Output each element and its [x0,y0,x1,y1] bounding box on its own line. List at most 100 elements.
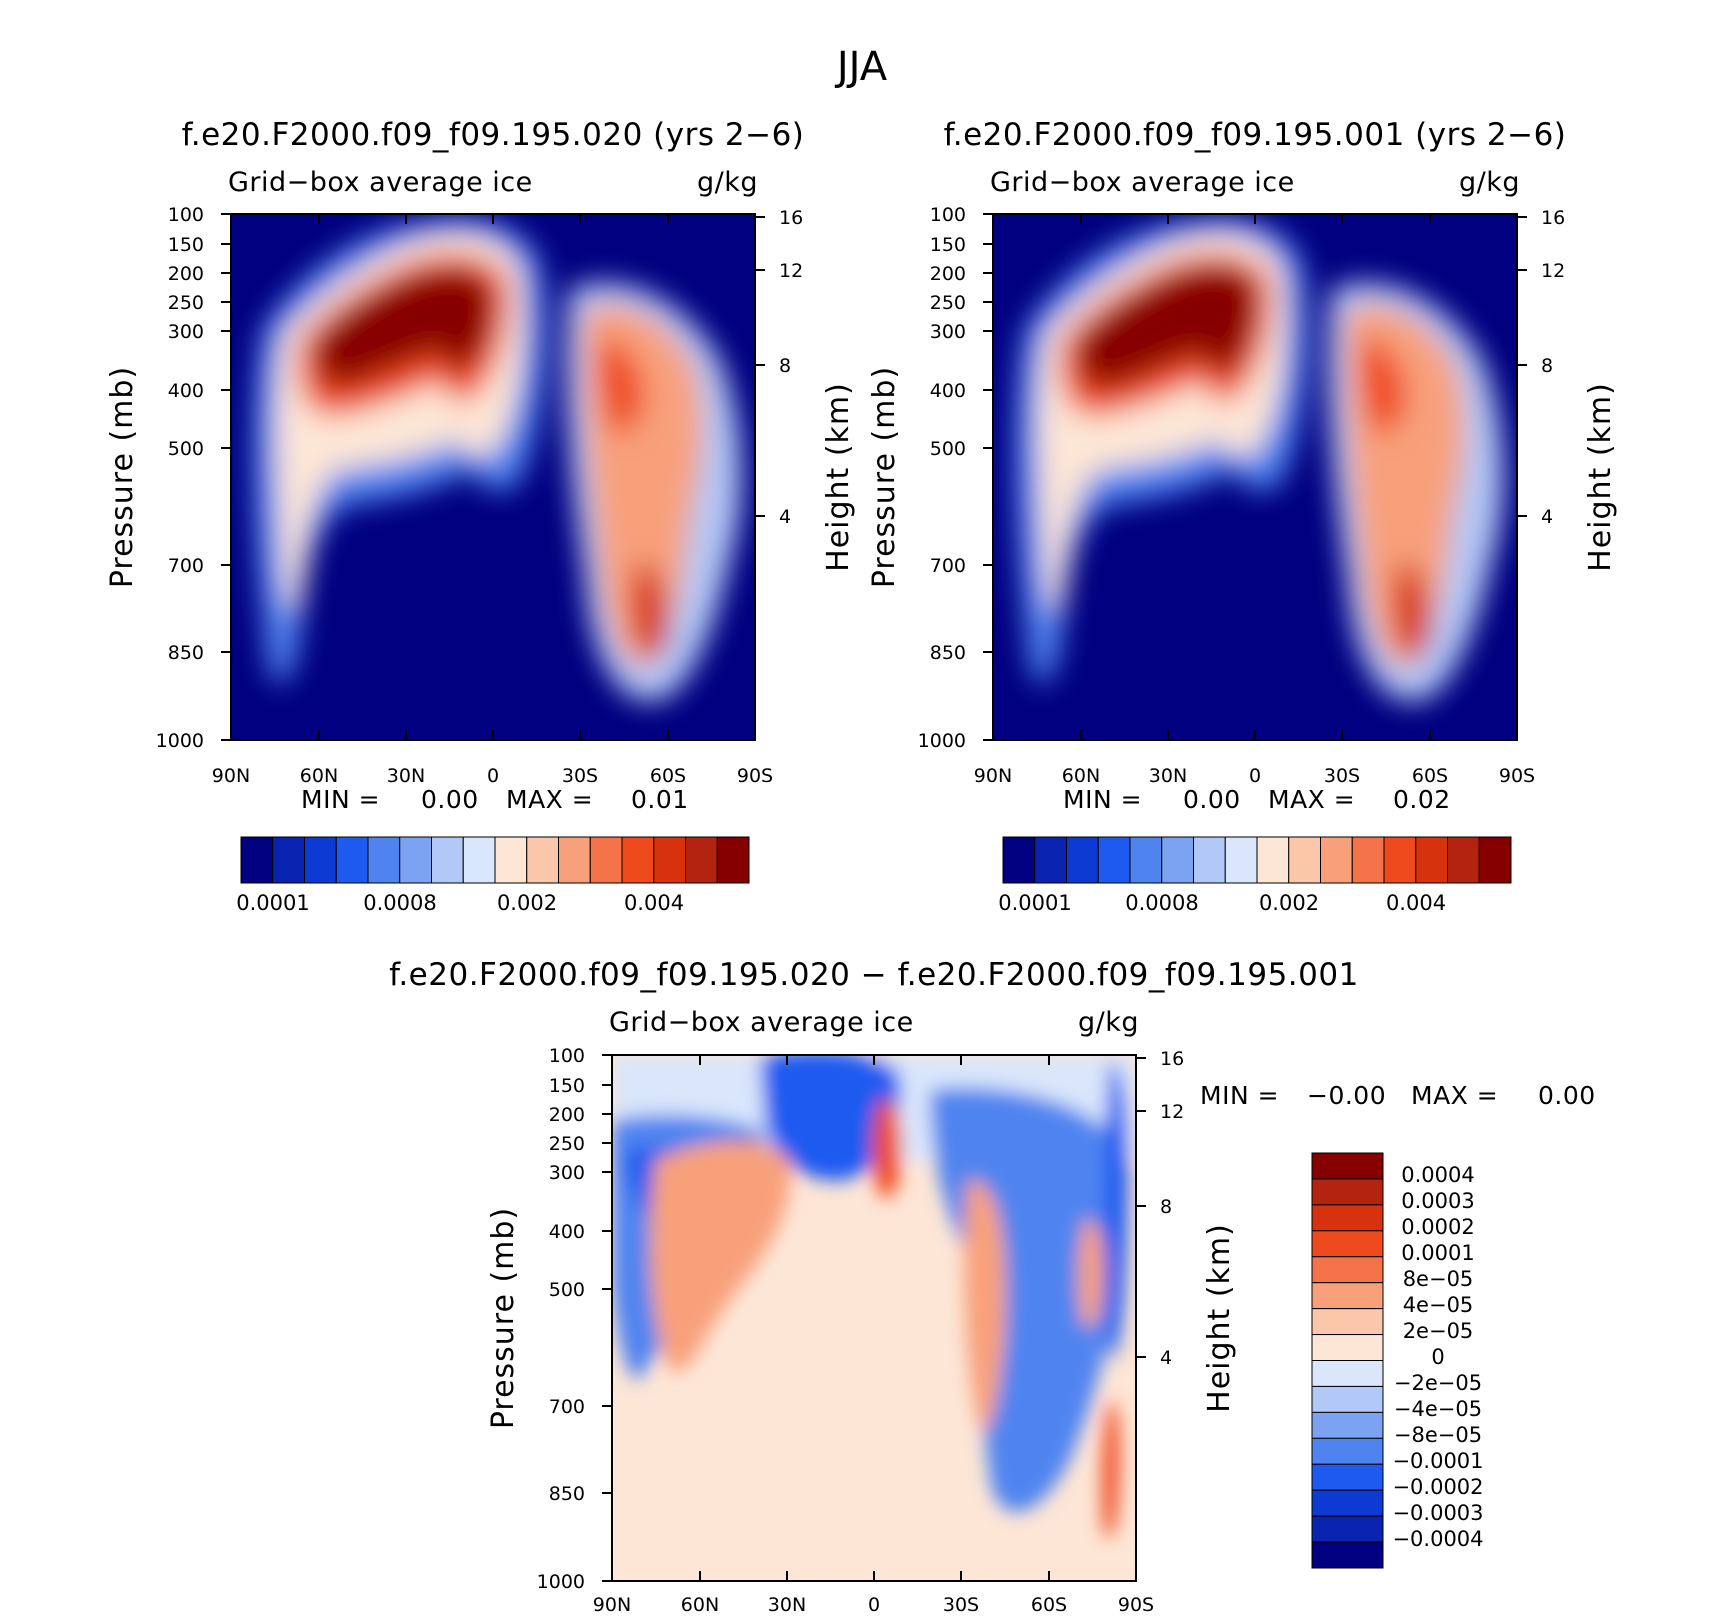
panel-3-ytick-200: 200 [549,1104,585,1126]
panel-2-xtick-eq: 0 [1249,765,1261,787]
panel-2-colorbar-swatch-15 [1478,836,1512,884]
panel-3-region-sh-pos-2 [1078,1219,1105,1329]
panel-1-colorbar-swatch-4 [367,836,401,884]
panel-3-colorbar-label-4: 8e−05 [1403,1267,1474,1291]
panel-2-ticks [983,213,1527,741]
panel-3-colorbar-swatch-1 [1311,1178,1384,1206]
panel-1-colorbar-label-0: 0.0001 [236,891,309,915]
panel-1-rtick-8: 8 [779,355,791,377]
panel-2-y-right-axis-label: Height (km) [1583,382,1618,572]
panel-1-colorbar-swatch-7 [462,836,496,884]
panel-1-ticks [221,213,765,741]
panel-1-units-label: g/kg [697,167,758,198]
panel-3-ytick-250: 250 [549,1133,585,1155]
panel-1-xtick-eq: 0 [487,765,499,787]
panel-1-colorbar-swatch-14 [685,836,718,884]
panel-1-y-right-axis-label: Height (km) [821,382,856,572]
panel-2-rtick-4: 4 [1541,506,1553,528]
panel-2-max-label: MAX = [1268,785,1355,814]
panel-1-field [231,214,755,740]
panel-3-colorbar-label-1: 0.0003 [1401,1189,1474,1213]
panel-3-colorbar-swatch-15 [1311,1541,1384,1569]
panel-2-min-value: 0.00 [1183,785,1241,814]
panel-2-title: f.e20.F2000.f09_f09.195.001 (yrs 2−6) [944,117,1567,153]
panel-3-colorbar-label-14: −0.0004 [1392,1527,1483,1551]
panel-3-region-sh-pos-halo [964,1179,1006,1432]
panel-3-rtick-12: 12 [1160,1101,1184,1123]
panel-1-ytick-850: 850 [168,642,204,664]
panel-3-region-polar-blue [1104,1060,1129,1360]
panel-3-colorbar-swatch-10 [1311,1411,1384,1439]
panel-2-ytick-250: 250 [930,292,966,314]
panel-1-colorbar-swatch-15 [716,836,750,884]
panel-1-ytick-250: 250 [168,292,204,314]
panel-3-colorbar-swatch-9 [1311,1385,1384,1413]
panel-2-xtick-30n: 30N [1149,765,1187,787]
panel-2-ytick-700: 700 [930,555,966,577]
panel-1-colorbar-swatch-10 [558,836,591,884]
panel-2-ytick-400: 400 [930,380,966,402]
panel-3-colorbar-swatch-5 [1311,1282,1384,1310]
panel-3-ytick-700: 700 [549,1396,585,1418]
panel-1-min-value: 0.00 [421,785,479,814]
panel-3-region-tropical-neg-ring [760,1055,901,1181]
panel-2-ytick-850: 850 [930,642,966,664]
panel-3-colorbar-swatch-14 [1311,1515,1384,1543]
panel-3-region-nh-pos-halo [650,1141,791,1372]
panel-3-colorbar-swatch-2 [1311,1204,1384,1232]
panel-3-region-polar-pos [1102,1400,1120,1538]
panel-1: f.e20.F2000.f09_f09.195.020 (yrs 2−6) Gr… [105,117,856,915]
panel-3-colorbar-label-10: −8e−05 [1394,1423,1482,1447]
panel-2-colorbar [1002,836,1512,884]
panel-1-max-label: MAX = [506,785,593,814]
panel-2-rtick-8: 8 [1541,355,1553,377]
panel-3-y-axis-label: Pressure (mb) [486,1207,521,1429]
panel-1-colorbar-swatch-3 [335,836,369,884]
panel-1-colorbar-swatch-11 [589,836,623,884]
panel-1-title: f.e20.F2000.f09_f09.195.020 (yrs 2−6) [182,117,805,153]
panel-1-max-value: 0.01 [631,785,689,814]
figure-title: JJA [834,44,888,90]
panel-1-colorbar-swatch-1 [272,836,305,884]
panel-2-rtick-16: 16 [1541,207,1565,229]
panel-3-field [612,1055,1136,1581]
panel-2-xtick-30s: 30S [1324,765,1360,787]
panel-3-colorbar-swatch-6 [1311,1308,1384,1336]
panel-1-variable-label: Grid−box average ice [228,167,533,198]
panel-3-ytick-150: 150 [549,1075,585,1097]
panel-1-xtick-60s: 60S [650,765,686,787]
panel-2-colorbar-label-0: 0.0001 [998,891,1071,915]
panel-2-max-value: 0.02 [1393,785,1451,814]
panel-3: f.e20.F2000.f09_f09.195.020 − f.e20.F200… [389,957,1595,1616]
panel-3-colorbar-label-5: 4e−05 [1403,1293,1474,1317]
panel-3-colorbar-swatch-13 [1311,1489,1384,1517]
panel-3-region-eq-pos [872,1099,902,1199]
panel-2-ytick-200: 200 [930,263,966,285]
panel-2-colorbar-swatch-7 [1224,836,1258,884]
panel-3-rtick-16: 16 [1160,1048,1184,1070]
panel-3-xtick-90s: 90S [1118,1594,1154,1616]
panel-3-ytick-100: 100 [549,1045,585,1067]
panel-2-colorbar-label-1: 0.0008 [1125,891,1198,915]
panel-3-colorbar-label-2: 0.0002 [1401,1215,1474,1239]
panel-3-ytick-300: 300 [549,1162,585,1184]
panel-1-rtick-12: 12 [779,260,803,282]
panel-3-colorbar-label-7: 0 [1431,1345,1444,1369]
panel-2-colorbar-swatch-1 [1034,836,1067,884]
panel-2-colorbar-swatch-5 [1161,836,1194,884]
panel-3-colorbar-label-11: −0.0001 [1392,1449,1483,1473]
panel-2-ytick-100: 100 [930,204,966,226]
panel-2-xtick-90s: 90S [1499,765,1535,787]
panel-3-variable-label: Grid−box average ice [609,1007,914,1038]
panel-2: f.e20.F2000.f09_f09.195.001 (yrs 2−6) Gr… [867,117,1618,915]
panel-1-ytick-200: 200 [168,263,204,285]
panel-1-ytick-500: 500 [168,438,204,460]
panel-3-colorbar-label-3: 0.0001 [1401,1241,1474,1265]
panel-2-min-label: MIN = [1063,785,1142,814]
panel-2-ice-region-nh-max [1076,265,1258,388]
panel-2-rtick-12: 12 [1541,260,1565,282]
panel-2-xtick-90n: 90N [974,765,1012,787]
panel-1-colorbar-swatch-9 [526,836,559,884]
panel-3-max-value: 0.00 [1538,1081,1596,1110]
